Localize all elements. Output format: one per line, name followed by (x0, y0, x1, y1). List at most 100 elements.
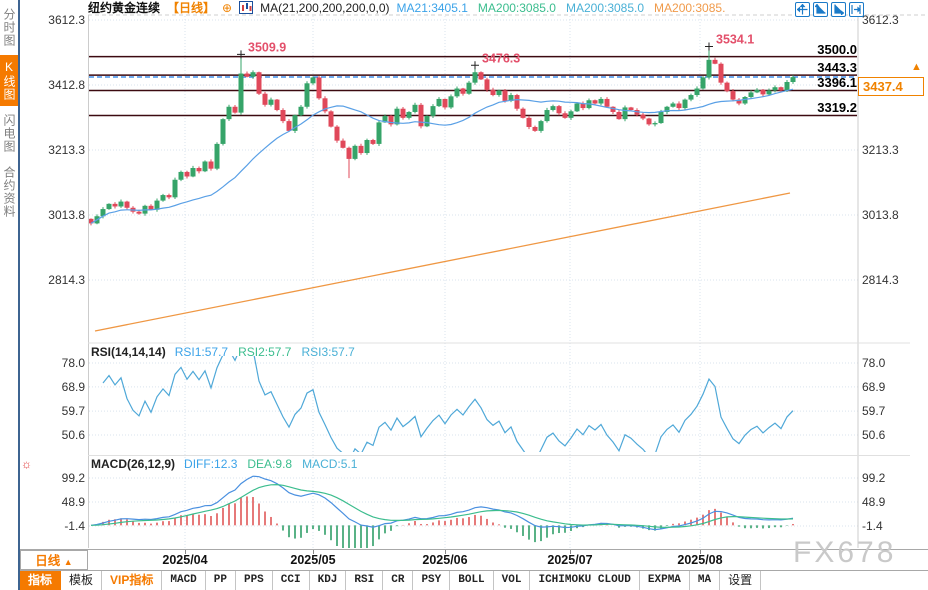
chevron-up-icon: ▲ (63, 557, 73, 567)
macd-header: MACD(26,12,9) DIFF:12.3 DEA:9.8 MACD:5.1 (91, 457, 357, 471)
main-axis-left-1: 3412.8 (48, 78, 85, 92)
macd-axis-right-1: 48.9 (862, 495, 886, 509)
toolbar-tab-ICHIMOKU CLOUD[interactable]: ICHIMOKU CLOUD (530, 571, 640, 590)
rsi-axis-right-3: 50.6 (862, 428, 886, 442)
main-axis-left-2: 3213.3 (48, 143, 85, 157)
date-tick-0 (185, 550, 186, 554)
chart-header: 纽约黄金连续 【日线】 ⊕ MA(21,200,200,200,0,0) MA2… (88, 0, 726, 16)
toolbar-tab-CR[interactable]: CR (383, 571, 414, 590)
toolbar-tab-MA[interactable]: MA (690, 571, 721, 590)
toolbar-tab-RSI[interactable]: RSI (346, 571, 384, 590)
annotation-label-2: 3534.1 (716, 32, 754, 46)
date-label-2: 2025/06 (422, 553, 468, 567)
toolbar-tab-VIP指标[interactable]: VIP指标 (102, 571, 163, 590)
rsi-value-0: RSI1:57.7 (174, 345, 229, 359)
macd-axis-left-0: 99.2 (61, 471, 85, 485)
toolbar-tab-指标[interactable]: 指标 (20, 571, 62, 590)
ma-formula: MA(21,200,200,200,0,0) (260, 0, 390, 15)
sidebar-item-1[interactable]: K线图 (0, 55, 18, 106)
period-label: 日线 (35, 554, 61, 568)
macd-axis-right-0: 99.2 (862, 471, 886, 485)
rsi-axis-left-2: 59.7 (61, 404, 85, 419)
macd-axis-left-2: -1.4 (64, 519, 85, 533)
main-axis-right-3: 2814.3 (862, 273, 899, 287)
price-level-label-0: 3500.0 (817, 41, 857, 57)
symbol-title: 纽约黄金连续 (88, 1, 161, 15)
indicator-toolbar: 指标 模板 VIP指标 MACD PP PPS CCI KDJ RSI CR PSY BOLL VOL I… (20, 571, 762, 590)
rsi-value-1: RSI2:57.7 (238, 345, 292, 359)
ma-value-3: MA200:3085. (654, 0, 726, 15)
toolbar-tab-BOLL[interactable]: BOLL (450, 571, 494, 590)
rsi-formula: RSI(14,14,14) (91, 345, 166, 359)
main-axis-right-2: 3013.8 (862, 208, 899, 222)
main-axis-right-1: 3213.3 (862, 143, 899, 157)
rsi-axis-left-0: 78.0 (61, 356, 85, 370)
macd-axis-left-1: 48.9 (61, 495, 85, 509)
current-price-box[interactable]: 3437.4 (858, 76, 924, 96)
toolbar-tab-PP[interactable]: PP (206, 571, 236, 590)
rsi-value-2: RSI3:57.7 (301, 345, 355, 359)
add-indicator-icon[interactable]: ⊕ (222, 0, 233, 15)
main-axis-left-3: 3013.8 (48, 208, 85, 222)
date-tick-3 (570, 550, 571, 554)
date-tick-1 (313, 550, 314, 554)
price-up-arrow-icon: ▲ (911, 60, 922, 73)
date-axis-row (18, 549, 928, 571)
rsi-values: RSI1:57.7 RSI2:57.7 RSI3:57.7 (175, 345, 355, 359)
date-tick-2 (445, 550, 446, 554)
annotation-label-1: 3476.3 (482, 51, 520, 65)
rsi-axis-left-3: 50.6 (61, 428, 85, 442)
price-level-label-1: 3443.3 (817, 60, 857, 76)
date-label-1: 2025/05 (290, 553, 336, 567)
toolbar-tab-CCI[interactable]: CCI (273, 571, 310, 590)
collapse-right-icon[interactable] (849, 2, 864, 17)
main-axis-right-0: 3612.3 (862, 13, 899, 27)
macd-value-0: DIFF:12.3 (184, 457, 238, 471)
date-label-4: 2025/08 (677, 553, 723, 567)
toolbar-tab-PPS[interactable]: PPS (236, 571, 273, 590)
ma-value-2: MA200:3085.0 (565, 0, 645, 15)
macd-settings-icon[interactable]: ☼ (21, 457, 32, 471)
rsi-axis-right-1: 68.9 (862, 379, 886, 394)
toolbar-tab-EXPMA[interactable]: EXPMA (640, 571, 690, 590)
main-axis-left-4: 2814.3 (48, 273, 85, 287)
macd-values: DIFF:12.3 DEA:9.8 MACD:5.1 (184, 457, 357, 471)
toolbar-tab-MACD[interactable]: MACD (162, 571, 206, 590)
chart-window-controls (795, 2, 864, 17)
macd-value-1: DEA:9.8 (247, 457, 293, 471)
price-level-label-2: 3396.1 (817, 75, 857, 91)
rsi-header: RSI(14,14,14) RSI1:57.7 RSI2:57.7 RSI3:57.… (91, 345, 355, 359)
macd-value-2: MACD:5.1 (302, 457, 358, 471)
period-selector-button[interactable]: 日线 ▲ (20, 550, 88, 570)
toolbar-tab-设置[interactable]: 设置 (720, 571, 762, 590)
main-axis-left-0: 3612.3 (48, 13, 85, 27)
macd-axis-right-2: -1.4 (862, 519, 883, 533)
date-label-0: 2025/04 (162, 553, 208, 567)
period-tag: 【日线】 (167, 1, 216, 15)
toolbar-tab-VOL[interactable]: VOL (494, 571, 531, 590)
rsi-axis-right-2: 59.7 (862, 404, 886, 419)
toolbar-tab-PSY[interactable]: PSY (413, 571, 451, 590)
date-label-3: 2025/07 (547, 553, 593, 567)
ma-value-0: MA21:3405.1 (396, 0, 468, 15)
sidebar-item-0[interactable]: 分时图 (2, 8, 16, 47)
sidebar-item-3[interactable]: 合约资料 (2, 166, 16, 218)
price-level-label-3: 3319.2 (817, 100, 857, 116)
ma-values: MA21:3405.1 MA200:3085.0 MA200:3085.0 MA200… (397, 1, 726, 15)
sidebar-item-2[interactable]: 闪电图 (2, 114, 16, 153)
date-tick-4 (700, 550, 701, 554)
macd-formula: MACD(26,12,9) (91, 457, 176, 471)
toolbar-tab-KDJ[interactable]: KDJ (310, 571, 347, 590)
kline-icon (239, 1, 254, 14)
ma-value-1: MA200:3085.0 (477, 0, 556, 15)
rsi-axis-right-0: 78.0 (862, 356, 886, 370)
annotation-label-0: 3509.9 (248, 40, 286, 54)
chart-type-sidebar: 分时图 K线图闪电图合约资料 (0, 0, 20, 590)
toolbar-tab-模板[interactable]: 模板 (61, 571, 103, 590)
crosshair-icon[interactable] (795, 2, 810, 17)
axis-scale-left-icon[interactable] (813, 2, 828, 17)
axis-scale-right-icon[interactable] (831, 2, 846, 17)
rsi-axis-left-1: 68.9 (61, 379, 85, 394)
